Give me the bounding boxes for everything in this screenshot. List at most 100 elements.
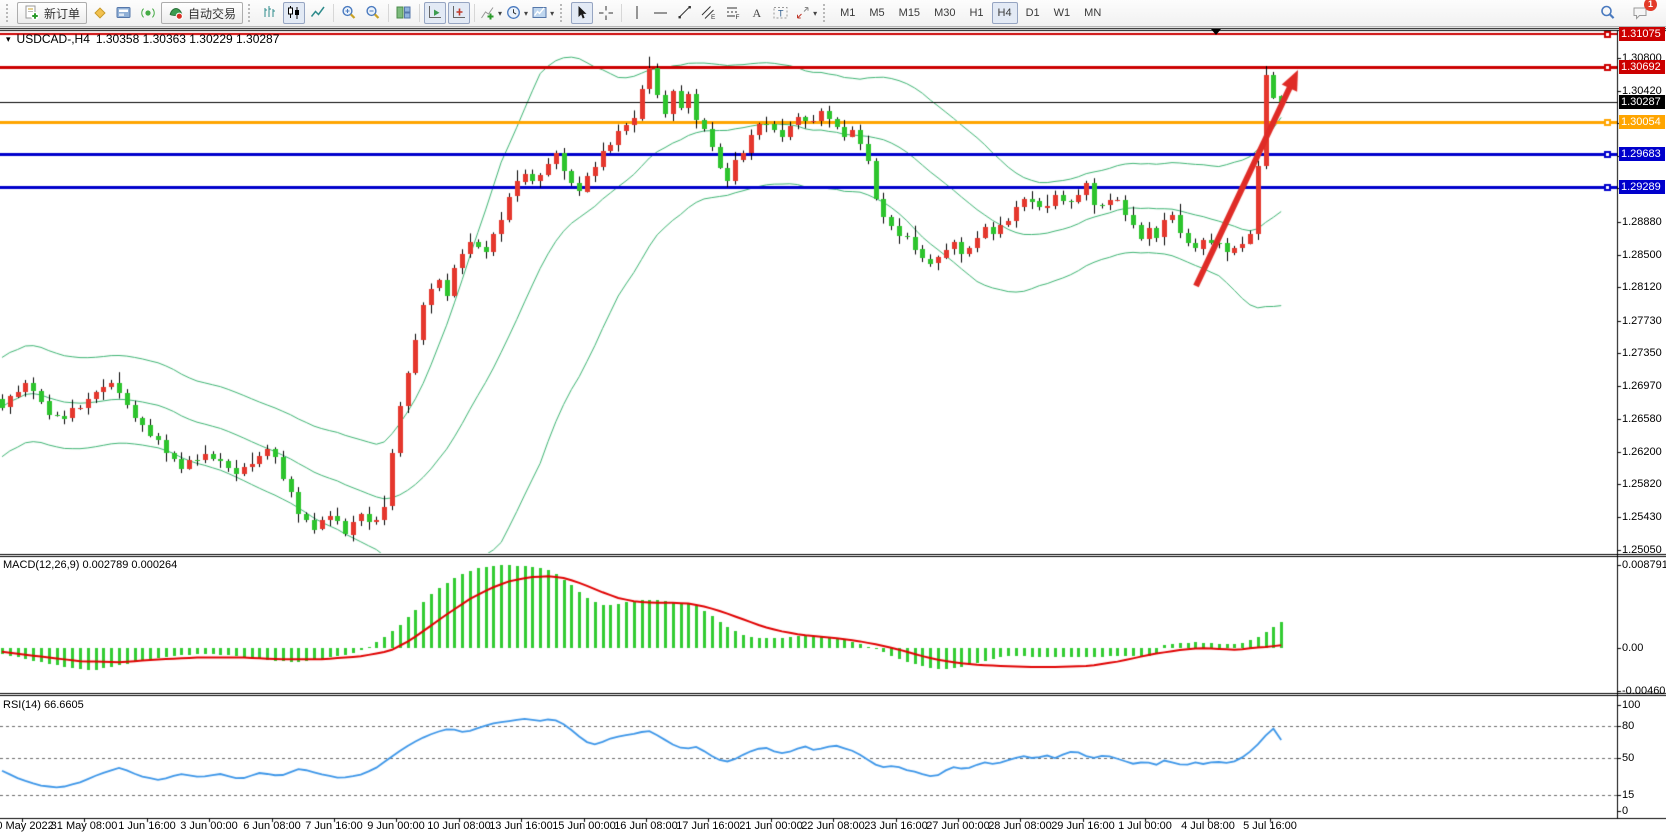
periods-icon [506,5,522,21]
auto-scroll-icon [427,5,443,21]
search-button[interactable] [1597,2,1619,24]
zoom-in-button[interactable] [338,2,360,24]
toolbar-grip [560,4,566,22]
text-button[interactable]: A [746,2,768,24]
tf-d1-button[interactable]: D1 [1020,2,1046,24]
arrows-icon [795,5,811,21]
chevron-down-icon: ▾ [524,8,529,18]
chevron-down-icon: ▾ [813,8,818,18]
line-chart-icon [310,5,326,21]
cursor-button[interactable] [571,2,594,24]
tf-m30-label: M30 [934,7,956,19]
svg-text:T: T [778,9,784,19]
tf-m15-label: M15 [898,7,921,19]
templates-icon [532,5,548,21]
tf-mn-button[interactable]: MN [1078,2,1107,24]
autotrading-icon [168,5,184,21]
signal-icon [140,5,156,21]
tf-mn-label: MN [1084,7,1102,19]
candlestick-chart-button[interactable] [283,2,306,24]
notification-badge: 1 [1644,0,1657,11]
horizontal-line-button[interactable] [650,2,672,24]
horizontal-line-icon [653,5,669,21]
text-label-button[interactable]: T [770,2,792,24]
indicators-icon [480,5,496,21]
svg-text:E: E [711,14,716,21]
new-order-icon [24,5,40,21]
equidistant-channel-icon: E [701,5,717,21]
trendline-icon [677,5,693,21]
fibonacci-button[interactable]: F [722,2,744,24]
indicators-button[interactable]: ▾ [479,2,503,24]
new-order-label: 新订单 [44,6,81,21]
tf-h1-label: H1 [969,7,984,19]
tf-d1-label: D1 [1025,7,1040,19]
crosshair-icon [598,5,614,21]
zoom-in-icon [341,5,357,21]
tf-m5-label: M5 [869,7,885,19]
horizontal-level-line-1.30054[interactable] [0,120,1617,125]
zoom-out-button[interactable] [362,2,384,24]
tf-w1-button[interactable]: W1 [1048,2,1077,24]
cursor-icon [574,5,590,21]
terminal-icon [116,5,132,21]
fibonacci-icon: F [725,5,741,21]
horizontal-level-line-1.29289[interactable] [0,185,1617,190]
tf-m30-button[interactable]: M30 [928,2,961,24]
horizontal-level-line-1.31075[interactable] [0,32,1617,37]
templates-button[interactable]: ▾ [531,2,555,24]
auto-scroll-button[interactable] [424,2,447,24]
tf-m1-label: M1 [840,7,856,19]
toolbar-separator [474,4,476,22]
trendline-button[interactable] [674,2,696,24]
tile-windows-button[interactable] [393,2,415,24]
terminal-button[interactable] [113,2,135,24]
autotrading-button[interactable]: 自动交易 [161,2,244,24]
bar-chart-button[interactable] [259,2,281,24]
current-price-line[interactable] [0,100,1617,105]
bar-chart-icon [262,5,278,21]
svg-text:F: F [736,14,740,21]
chevron-down-icon: ▾ [550,8,555,18]
line-chart-button[interactable] [307,2,329,24]
panel-divider-macd[interactable] [0,554,1666,558]
text-label-icon: T [773,5,789,21]
svg-text:A: A [753,6,762,20]
arrows-button[interactable]: ▾ [794,2,818,24]
equidistant-channel-button[interactable]: E [698,2,720,24]
text-icon: A [749,5,765,21]
chat-button[interactable]: 1 [1629,0,1657,24]
toolbar: 新订单 自动交易 ▾ ▾ ▾ E F A T ▾ M1 M5 M15 M30 H1 H4 D1 W1 MN 1 [0,0,1666,27]
search-icon [1600,5,1616,21]
metaeditor-button[interactable] [89,2,111,24]
periods-button[interactable]: ▾ [505,2,529,24]
chart-shift-button[interactable] [448,2,471,24]
tf-m5-button[interactable]: M5 [863,2,890,24]
horizontal-level-line-1.30692[interactable] [0,65,1617,70]
candlestick-chart-icon [286,5,302,21]
tf-h4-button[interactable]: H4 [991,2,1018,24]
crosshair-button[interactable] [595,2,617,24]
tf-m15-button[interactable]: M15 [893,2,926,24]
tf-m1-button[interactable]: M1 [834,2,861,24]
new-order-button[interactable]: 新订单 [17,2,88,24]
toolbar-separator [388,4,390,22]
toolbar-grip [823,4,829,22]
autotrading-label: 自动交易 [188,6,237,21]
vertical-line-button[interactable] [626,2,648,24]
toolbar-separator [621,4,623,22]
toolbar-separator [333,4,335,22]
tf-h1-button[interactable]: H1 [963,2,989,24]
chevron-down-icon: ▾ [498,8,503,18]
tile-windows-icon [396,5,412,21]
toolbar-separator [419,4,421,22]
signal-button[interactable] [137,2,159,24]
horizontal-level-line-1.29683[interactable] [0,152,1617,157]
panel-divider-rsi[interactable] [0,693,1666,697]
tf-h4-label: H4 [997,7,1012,19]
metaeditor-icon [92,5,108,21]
tf-w1-label: W1 [1053,7,1071,19]
toolbar-grip [6,4,12,22]
